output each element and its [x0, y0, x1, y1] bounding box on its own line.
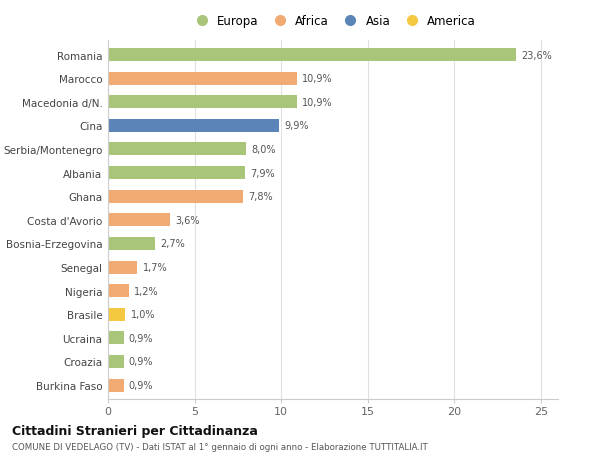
Bar [108, 237, 155, 250]
Bar [108, 379, 124, 392]
Bar [108, 190, 243, 203]
Bar [108, 120, 280, 133]
Bar [108, 96, 296, 109]
Bar [108, 73, 296, 85]
Text: 9,9%: 9,9% [284, 121, 309, 131]
Legend: Europa, Africa, Asia, America: Europa, Africa, Asia, America [190, 15, 476, 28]
Text: 0,9%: 0,9% [129, 357, 153, 367]
Text: 7,9%: 7,9% [250, 168, 275, 178]
Text: COMUNE DI VEDELAGO (TV) - Dati ISTAT al 1° gennaio di ogni anno - Elaborazione T: COMUNE DI VEDELAGO (TV) - Dati ISTAT al … [12, 442, 428, 451]
Text: 8,0%: 8,0% [251, 145, 276, 155]
Text: 0,9%: 0,9% [129, 380, 153, 390]
Text: 3,6%: 3,6% [176, 215, 200, 225]
Bar [108, 214, 170, 227]
Bar [108, 308, 125, 321]
Text: 10,9%: 10,9% [302, 98, 332, 107]
Text: 7,8%: 7,8% [248, 192, 273, 202]
Bar [108, 143, 247, 156]
Text: 2,7%: 2,7% [160, 239, 185, 249]
Bar [108, 261, 137, 274]
Text: 0,9%: 0,9% [129, 333, 153, 343]
Text: 1,0%: 1,0% [131, 309, 155, 319]
Bar [108, 331, 124, 345]
Text: 1,2%: 1,2% [134, 286, 158, 296]
Text: 23,6%: 23,6% [521, 50, 553, 61]
Bar [108, 167, 245, 179]
Bar [108, 49, 517, 62]
Bar [108, 285, 129, 297]
Text: 10,9%: 10,9% [302, 74, 332, 84]
Text: 1,7%: 1,7% [143, 263, 167, 273]
Bar [108, 355, 124, 368]
Text: Cittadini Stranieri per Cittadinanza: Cittadini Stranieri per Cittadinanza [12, 425, 258, 437]
